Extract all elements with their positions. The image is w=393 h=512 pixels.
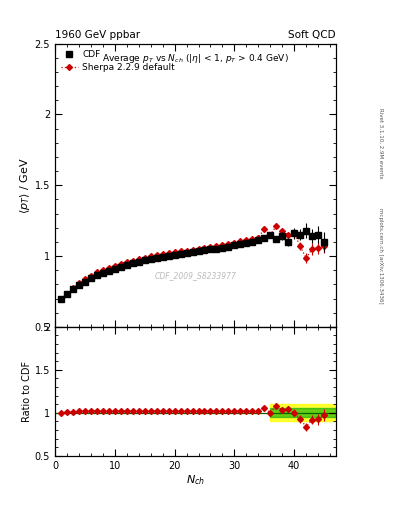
Y-axis label: Ratio to CDF: Ratio to CDF (22, 361, 32, 422)
Text: Average $p_T$ vs $N_{ch}$ ($|\eta|$ < 1, $p_T$ > 0.4 GeV): Average $p_T$ vs $N_{ch}$ ($|\eta|$ < 1,… (102, 52, 289, 65)
X-axis label: $N_{ch}$: $N_{ch}$ (186, 473, 205, 487)
Text: CDF_2009_S8233977: CDF_2009_S8233977 (154, 271, 237, 281)
Text: Rivet 3.1.10, 2.9M events: Rivet 3.1.10, 2.9M events (378, 108, 383, 179)
Text: 1960 GeV ppbar: 1960 GeV ppbar (55, 30, 140, 40)
Text: Soft QCD: Soft QCD (288, 30, 336, 40)
Bar (270, 404, 336, 421)
Text: mcplots.cern.ch [arXiv:1306.3436]: mcplots.cern.ch [arXiv:1306.3436] (378, 208, 383, 304)
Legend: CDF, Sherpa 2.2.9 default: CDF, Sherpa 2.2.9 default (59, 47, 178, 75)
Bar (270, 409, 336, 417)
Y-axis label: $\langle p_T \rangle$ / GeV: $\langle p_T \rangle$ / GeV (18, 157, 32, 214)
